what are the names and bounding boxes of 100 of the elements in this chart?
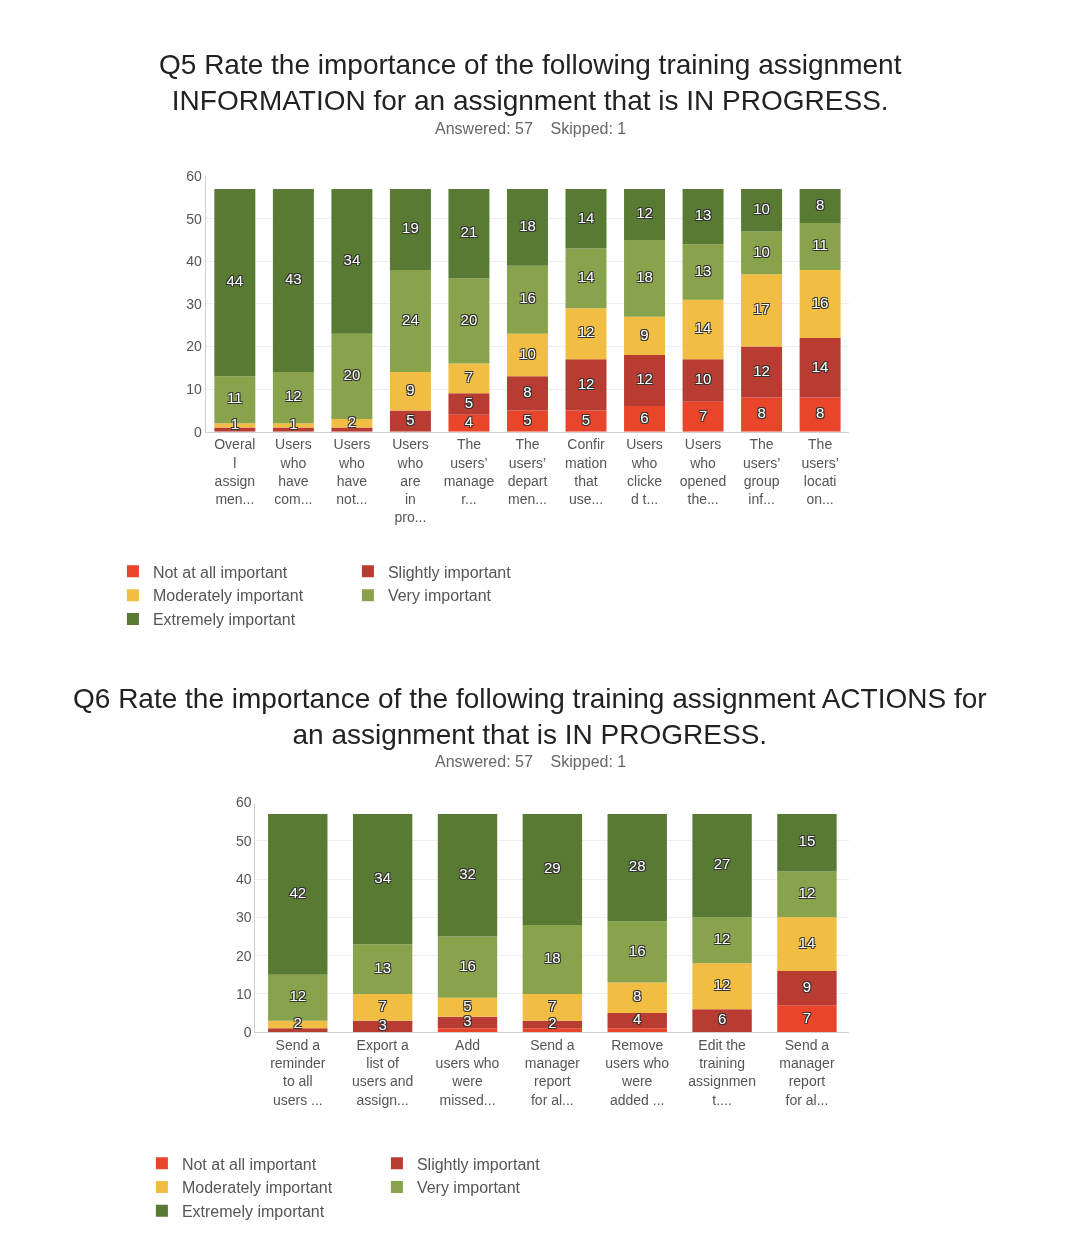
y-tick-label: 10 [235, 985, 252, 1002]
bar [389, 372, 431, 411]
data-label: 6 [717, 1010, 727, 1028]
bar [777, 970, 837, 1006]
bar [448, 278, 490, 364]
x-tick-label: The users’ depart men... [507, 436, 548, 508]
x-tick-label: Send a reminder to all users ... [270, 1036, 326, 1108]
data-label: 12 [713, 975, 731, 993]
data-label: 1 [230, 415, 240, 433]
bar [565, 189, 607, 249]
data-label: 6 [640, 408, 649, 426]
bar [214, 189, 256, 377]
data-label: 13 [694, 261, 712, 279]
data-label: 42 [289, 884, 307, 902]
data-label: 29 [544, 859, 561, 877]
x-tick-label: Overal l assign men... [214, 436, 256, 508]
data-label: 24 [402, 310, 419, 328]
bar [437, 1028, 498, 1033]
data-label: 10 [694, 370, 712, 388]
y-tick-label: 0 [193, 423, 202, 440]
data-label: 16 [519, 289, 536, 307]
y-tick-label: 10 [186, 380, 202, 397]
data-label: 19 [402, 219, 419, 237]
bar [437, 814, 498, 937]
bar [741, 274, 783, 347]
bar [624, 240, 666, 317]
legend-label: Slightly important [387, 563, 512, 581]
y-tick-label: 40 [186, 253, 202, 270]
bar [268, 814, 328, 975]
data-label: 5 [463, 997, 472, 1015]
y-tick-label: 20 [235, 947, 252, 964]
bar [448, 393, 490, 415]
data-label: 12 [636, 204, 653, 222]
bar [777, 917, 837, 971]
data-label: 10 [519, 344, 536, 362]
data-label: 15 [798, 832, 816, 850]
bar [565, 248, 607, 309]
x-tick-label: Users who opened the... [679, 436, 727, 508]
y-tick-label: 30 [186, 295, 202, 312]
bar [437, 936, 498, 998]
data-label: 14 [811, 357, 829, 375]
data-label: 4 [633, 1010, 642, 1028]
bar [506, 376, 548, 411]
bar [522, 1028, 583, 1033]
data-label: 16 [628, 941, 646, 959]
bar [331, 189, 373, 334]
x-tick-label: Confir mation that use... [564, 436, 608, 508]
bar [741, 346, 783, 398]
data-label: 12 [289, 987, 307, 1005]
data-label: 12 [713, 930, 731, 948]
data-label: 3 [463, 1012, 472, 1030]
bar [624, 316, 666, 356]
data-label: 14 [798, 933, 816, 951]
bar [777, 871, 837, 918]
bar [777, 814, 837, 872]
bar [799, 223, 841, 270]
y-tick-label: 20 [186, 338, 202, 355]
x-tick-label: Edit the training assignmen t.... [688, 1036, 756, 1108]
x-tick-label: The users’ manage r... [443, 436, 495, 508]
data-label: 8 [815, 195, 825, 213]
legend-label: Not at all important [152, 563, 288, 581]
bar [607, 1028, 667, 1033]
y-tick-label: 40 [235, 870, 252, 887]
data-label: 12 [577, 374, 595, 392]
x-tick-label: Send a manager report for al... [779, 1036, 835, 1108]
data-label: 8 [523, 383, 532, 401]
data-label: 18 [544, 949, 561, 967]
data-label: 28 [628, 857, 646, 875]
data-label: 14 [577, 208, 595, 226]
x-tick-label: Users who are in pro... [392, 436, 429, 526]
x-tick-label: Export a list of users and assign... [351, 1036, 414, 1108]
bar [522, 814, 583, 925]
data-label: 3 [378, 1016, 387, 1034]
y-tick-label: 60 [186, 168, 202, 185]
chart-title: Q5 Rate the importance of the following training assignment INFORMATION for an assignment that is IN PROGRESS. [159, 49, 902, 117]
data-label: 16 [459, 956, 476, 974]
data-label: 34 [343, 251, 361, 269]
data-label: 14 [577, 268, 595, 286]
data-label: 8 [815, 404, 825, 422]
x-tick-label: Add users who were missed... [435, 1036, 500, 1108]
legend-label: Very important [416, 1179, 521, 1197]
data-label: 5 [406, 410, 415, 428]
bar [272, 189, 314, 373]
legend-label: Moderately important [181, 1179, 333, 1197]
data-label: 10 [753, 200, 770, 218]
bar [331, 333, 373, 419]
bar [389, 189, 431, 270]
bar [682, 244, 724, 300]
data-label: 18 [636, 268, 653, 286]
data-label: 16 [811, 293, 829, 311]
data-label: 7 [464, 368, 474, 386]
data-label: 20 [460, 310, 478, 328]
x-tick-label: Users who have com... [274, 436, 313, 508]
legend-label: Moderately important [152, 587, 304, 605]
data-label: 27 [713, 855, 731, 873]
data-label: 7 [698, 406, 708, 424]
data-label: 12 [753, 361, 770, 379]
data-label: 14 [694, 319, 712, 337]
bar [268, 1028, 328, 1033]
data-label: 7 [548, 997, 557, 1015]
